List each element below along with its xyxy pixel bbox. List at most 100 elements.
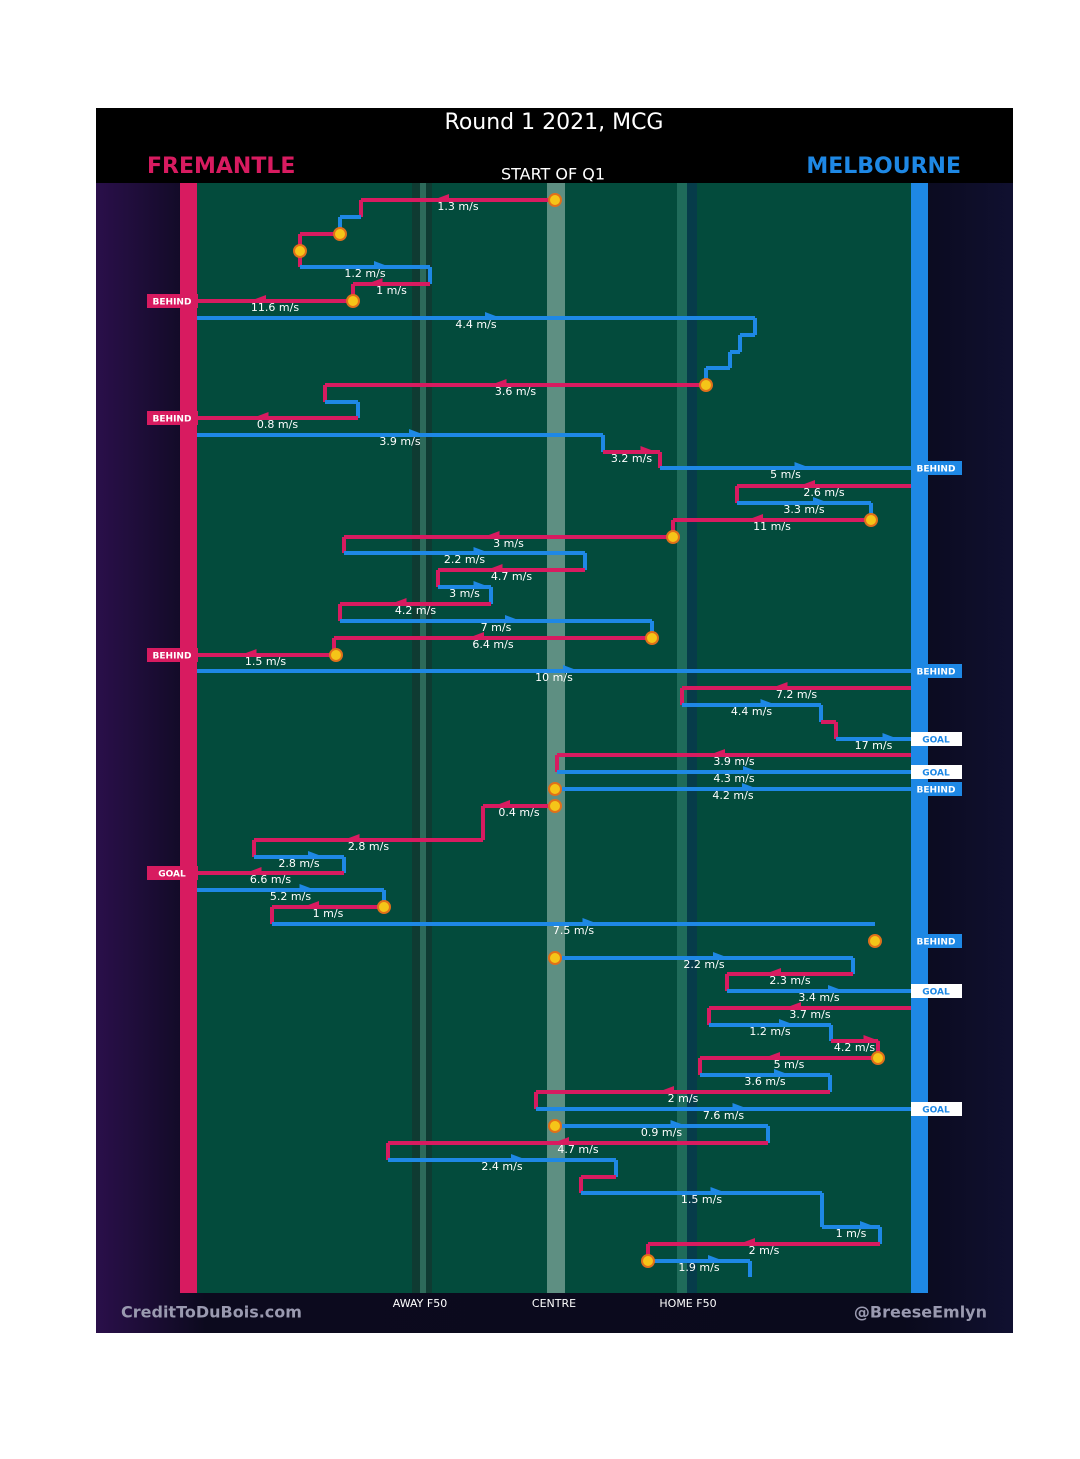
speed-label: 5.2 m/s — [270, 890, 311, 903]
turnover-dot — [641, 1254, 655, 1268]
direction-arrow — [742, 783, 758, 790]
turnover-dot — [333, 227, 347, 241]
direction-arrow — [828, 985, 844, 992]
direction-arrow — [739, 1238, 755, 1245]
speed-label: 1 m/s — [313, 907, 344, 920]
direction-arrow — [765, 968, 781, 975]
direction-arrow — [860, 1221, 876, 1228]
title: Round 1 2021, MCG — [445, 110, 664, 135]
direction-arrow — [245, 867, 262, 874]
team-left: FREMANTLE — [147, 154, 295, 179]
outcome-box — [147, 648, 198, 662]
speed-label: 1.5 m/s — [681, 1193, 722, 1206]
zone-label: AWAY F50 — [393, 1297, 447, 1310]
direction-arrow — [468, 632, 484, 639]
direction-arrow — [670, 1120, 687, 1127]
direction-arrow — [303, 901, 319, 908]
speed-label: 2.6 m/s — [803, 486, 844, 499]
speed-label: 6.6 m/s — [250, 873, 291, 886]
direction-arrow — [708, 1255, 724, 1262]
speed-label: 4.2 m/s — [395, 604, 436, 617]
outcome-box — [911, 461, 962, 475]
zone-label: CENTRE — [532, 1297, 576, 1310]
credit-left: CreditToDuBois.com — [121, 1303, 302, 1322]
speed-label: 3.9 m/s — [713, 755, 754, 768]
speed-label: 3 m/s — [493, 537, 524, 550]
speed-label: 2.2 m/s — [683, 958, 724, 971]
outcome-box — [911, 732, 962, 746]
turnover-dot — [868, 934, 882, 948]
direction-arrow — [747, 514, 763, 521]
direction-arrow — [771, 682, 788, 689]
speed-label: 2.8 m/s — [348, 840, 389, 853]
turnover-dot — [645, 631, 659, 645]
outcome-box — [911, 1102, 962, 1116]
direction-arrow — [409, 429, 425, 436]
speed-label: 4.2 m/s — [834, 1041, 875, 1054]
outcome-box — [147, 411, 198, 425]
speed-label: 4.4 m/s — [731, 705, 772, 718]
direction-arrow — [863, 1035, 880, 1042]
subtitle: START OF Q1 — [501, 165, 605, 184]
header — [96, 108, 1013, 183]
speed-label: 3.6 m/s — [495, 385, 536, 398]
direction-arrow — [250, 295, 266, 302]
direction-arrow — [366, 278, 383, 285]
turnover-dot — [699, 378, 713, 392]
direction-arrow — [882, 733, 899, 740]
speed-label: 3.3 m/s — [783, 503, 824, 516]
direction-arrow — [553, 1137, 569, 1144]
direction-arrow — [390, 598, 407, 605]
outcome-box — [911, 664, 962, 678]
direction-arrow — [494, 800, 510, 807]
home-f50-line — [677, 183, 687, 1293]
speed-label: 3.2 m/s — [611, 452, 652, 465]
direction-arrow — [511, 1154, 527, 1161]
zone-label: HOME F50 — [659, 1297, 716, 1310]
speed-label: 11 m/s — [753, 520, 791, 533]
turnover-dot — [548, 799, 562, 813]
turnover-dot — [666, 530, 680, 544]
direction-arrow — [764, 1052, 780, 1059]
direction-arrow — [779, 1019, 795, 1026]
direction-arrow — [582, 918, 599, 925]
speed-label: 0.9 m/s — [641, 1126, 682, 1139]
speed-label: 3.9 m/s — [379, 435, 420, 448]
speed-label: 3.7 m/s — [789, 1008, 830, 1021]
turnover-dot — [864, 513, 878, 527]
turnover-dot — [293, 244, 307, 258]
outcome-label: GOAL — [922, 769, 950, 779]
outcome-label: GOAL — [922, 988, 950, 998]
direction-arrow — [709, 749, 725, 756]
fremantle-goal-line — [180, 183, 197, 1293]
speed-label: 10 m/s — [535, 671, 573, 684]
speed-label: 2.2 m/s — [444, 553, 485, 566]
speed-label: 1 m/s — [836, 1227, 867, 1240]
turnover-dot — [548, 951, 562, 965]
speed-label: 4.7 m/s — [557, 1143, 598, 1156]
direction-arrow — [473, 547, 490, 554]
speed-label: 4.7 m/s — [491, 570, 532, 583]
direction-arrow — [473, 581, 490, 588]
team-right: MELBOURNE — [806, 154, 961, 179]
speed-label: 1.9 m/s — [678, 1261, 719, 1274]
speed-label: 1 m/s — [376, 284, 407, 297]
direction-arrow — [490, 379, 507, 386]
speed-label: 3.4 m/s — [798, 991, 839, 1004]
direction-arrow — [713, 952, 729, 959]
outcome-box — [911, 934, 962, 948]
direction-arrow — [374, 261, 390, 268]
turnover-dot — [548, 193, 562, 207]
speed-label: 5 m/s — [774, 1058, 805, 1071]
outcome-box — [911, 782, 962, 796]
away-f50-line — [420, 183, 426, 1293]
outcome-box — [147, 294, 198, 308]
speed-label: 2 m/s — [668, 1092, 699, 1105]
speed-label: 7.2 m/s — [776, 688, 817, 701]
direction-arrow — [760, 699, 777, 706]
speed-label: 2.8 m/s — [278, 857, 319, 870]
credit-right: @BreeseEmlyn — [854, 1303, 987, 1322]
direction-arrow — [252, 412, 269, 419]
direction-arrow — [433, 194, 449, 201]
